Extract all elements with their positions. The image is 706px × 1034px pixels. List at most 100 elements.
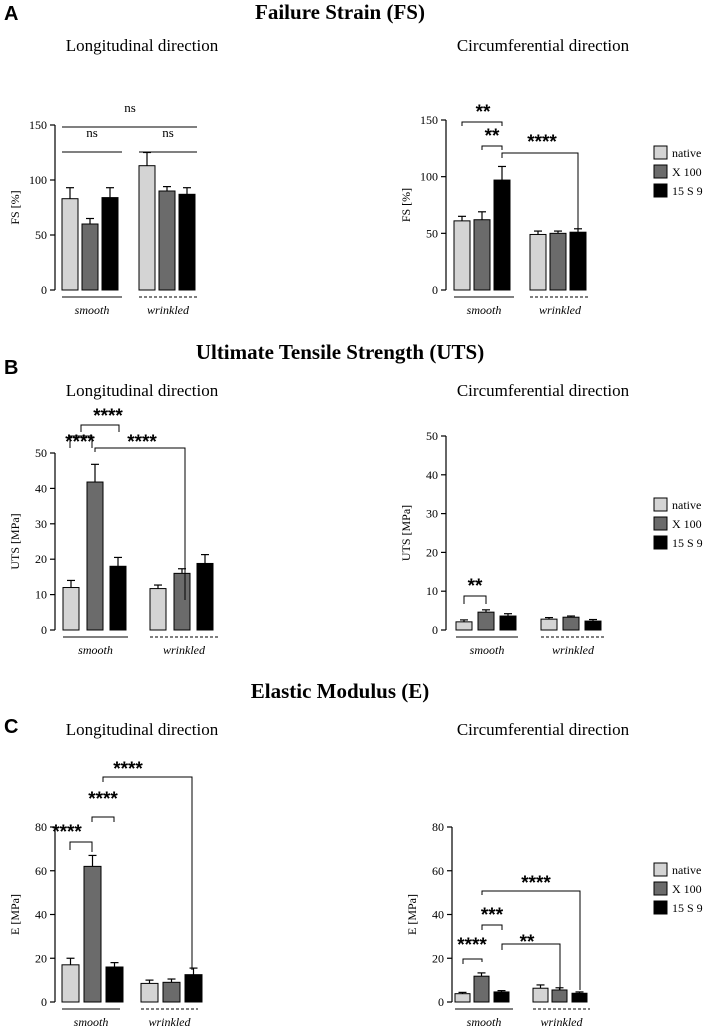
- group-label: smooth: [78, 643, 113, 657]
- section-b-title: Ultimate Tensile Strength (UTS): [196, 340, 484, 364]
- y-tick-label: 20: [35, 951, 47, 965]
- group-label: wrinkled: [147, 303, 190, 317]
- bar-x-100: [549, 232, 567, 291]
- legend-swatch: [653, 862, 668, 877]
- bar-native: [149, 588, 167, 631]
- section-a-letter: A: [4, 3, 18, 25]
- group-label: wrinkled: [149, 1015, 192, 1029]
- chart-panel-3: 0 10 20 30 40 50 UTS [MPa] smooth wrinkled ** nati…: [399, 429, 703, 657]
- significance-label: ****: [93, 406, 123, 427]
- bar-x-100: [473, 975, 490, 1003]
- bar-15-s-9: [109, 565, 127, 631]
- bar-native: [138, 165, 156, 291]
- y-tick-label: 40: [432, 908, 444, 922]
- group-label: smooth: [74, 1015, 109, 1029]
- significance-label: ns: [124, 100, 136, 115]
- bar-native: [454, 993, 471, 1003]
- y-tick-label: 0: [438, 995, 444, 1009]
- y-tick-label: 40: [426, 468, 438, 482]
- bar-15-s-9: [499, 615, 517, 631]
- y-tick-label: 0: [432, 283, 438, 297]
- panel-a-right-title: Circumferential direction: [457, 36, 630, 55]
- y-tick-label: 40: [35, 908, 47, 922]
- significance-bracket: [69, 435, 93, 448]
- legend-label: 15 S 9: [672, 901, 703, 915]
- significance-bracket: [481, 890, 581, 990]
- y-tick-label: 0: [41, 995, 47, 1009]
- bar-15-s-9: [101, 197, 119, 291]
- y-axis-label: FS [%]: [8, 190, 22, 224]
- y-tick-label: 10: [426, 584, 438, 598]
- bar-native: [529, 233, 547, 291]
- y-axis-label: FS [%]: [399, 188, 413, 222]
- y-tick-label: 20: [426, 545, 438, 559]
- y-tick-label: 0: [41, 283, 47, 297]
- group-label: wrinkled: [539, 303, 582, 317]
- significance-label: **: [476, 102, 491, 123]
- legend-label: 15 S 9: [672, 536, 703, 550]
- legend-swatch: [653, 900, 668, 915]
- bar-x-100: [551, 989, 568, 1003]
- legend-swatch: [653, 183, 668, 198]
- legend-swatch: [653, 164, 668, 179]
- significance-label: ****: [521, 873, 551, 894]
- bar-x-100: [158, 190, 176, 291]
- bar-x-100: [81, 223, 99, 291]
- section-c-letter: C: [4, 716, 18, 738]
- bar-x-100: [83, 865, 102, 1003]
- legend-swatch: [653, 881, 668, 896]
- bar-native: [453, 220, 471, 291]
- significance-label: ****: [65, 432, 95, 453]
- legend-label: native: [672, 863, 701, 877]
- section-b-letter: B: [4, 357, 18, 379]
- legend-label: 15 S 9: [672, 184, 703, 198]
- bar-15-s-9: [196, 562, 214, 631]
- panel-c-left-title: Longitudinal direction: [66, 720, 219, 739]
- group-label: smooth: [467, 1015, 502, 1029]
- legend-label: native: [672, 498, 701, 512]
- significance-label: ns: [162, 125, 174, 140]
- bar-x-100: [473, 219, 491, 291]
- y-axis-label: UTS [MPa]: [399, 505, 413, 561]
- y-tick-label: 100: [420, 170, 438, 184]
- legend-label: X 100: [672, 882, 702, 896]
- legend-label: X 100: [672, 517, 702, 531]
- group-label: smooth: [467, 303, 502, 317]
- bar-15-s-9: [105, 966, 124, 1003]
- panel-b-right-title: Circumferential direction: [457, 381, 630, 400]
- legend-swatch: [653, 145, 668, 160]
- bar-native: [61, 198, 79, 291]
- y-tick-label: 0: [41, 623, 47, 637]
- chart-panel-0: 0 50 100 150 FS [%] smooth wrinkled ns ns ns: [8, 100, 197, 317]
- bar-native: [532, 987, 549, 1003]
- y-tick-label: 10: [35, 588, 47, 602]
- significance-bracket: [462, 958, 483, 964]
- group-label: wrinkled: [163, 643, 206, 657]
- y-tick-label: 30: [426, 507, 438, 521]
- y-tick-label: 40: [35, 481, 47, 495]
- significance-bracket: [481, 924, 503, 930]
- y-tick-label: 0: [432, 623, 438, 637]
- legend-swatch: [653, 516, 668, 531]
- y-tick-label: 50: [35, 228, 47, 242]
- y-tick-label: 80: [35, 820, 47, 834]
- legend-label: X 100: [672, 165, 702, 179]
- bar-15-s-9: [493, 991, 510, 1003]
- y-tick-label: 30: [35, 517, 47, 531]
- bar-x-100: [173, 572, 191, 631]
- group-label: smooth: [75, 303, 110, 317]
- y-tick-label: 50: [35, 446, 47, 460]
- y-tick-label: 20: [35, 552, 47, 566]
- chart-panel-4: 0 20 40 60 80 E [MPa] smooth wrinkled **** **** **…: [8, 759, 203, 1029]
- significance-label: ****: [52, 822, 82, 843]
- y-tick-label: 150: [420, 113, 438, 127]
- y-tick-label: 20: [432, 951, 444, 965]
- bar-native: [61, 964, 80, 1003]
- panel-b-left-title: Longitudinal direction: [66, 381, 219, 400]
- significance-label: ****: [457, 935, 487, 956]
- significance-label: ***: [481, 905, 504, 926]
